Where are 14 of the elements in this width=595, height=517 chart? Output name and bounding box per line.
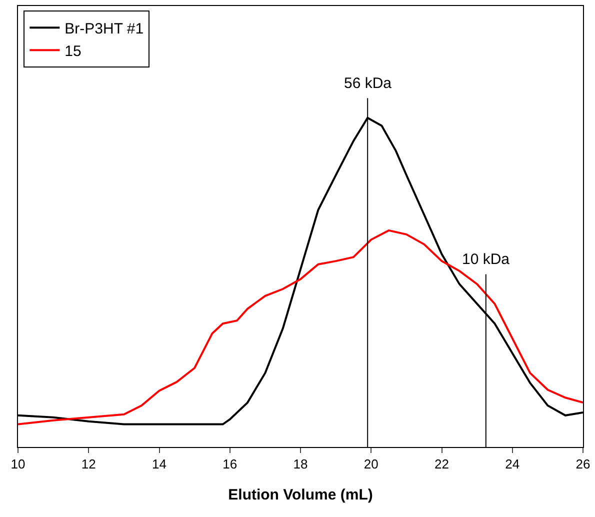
ref-line-label: 56 kDa: [344, 75, 392, 92]
legend-label: Br-P3HT #1: [64, 20, 144, 38]
x-tick-label: 20: [364, 456, 378, 472]
x-axis-title: Elution Volume (mL): [228, 486, 373, 504]
x-tick-label: 12: [81, 456, 96, 472]
ref-line-label: 10 kDa: [462, 251, 510, 268]
x-tick-label: 26: [576, 456, 590, 472]
legend-label: 15: [64, 43, 82, 60]
x-tick-label: 16: [222, 456, 238, 472]
x-tick-label: 24: [505, 456, 520, 472]
x-tick-label: 22: [434, 456, 449, 472]
x-tick-label: 14: [152, 456, 166, 472]
x-tick-label: 10: [10, 456, 26, 472]
x-tick-label: 18: [293, 456, 308, 472]
